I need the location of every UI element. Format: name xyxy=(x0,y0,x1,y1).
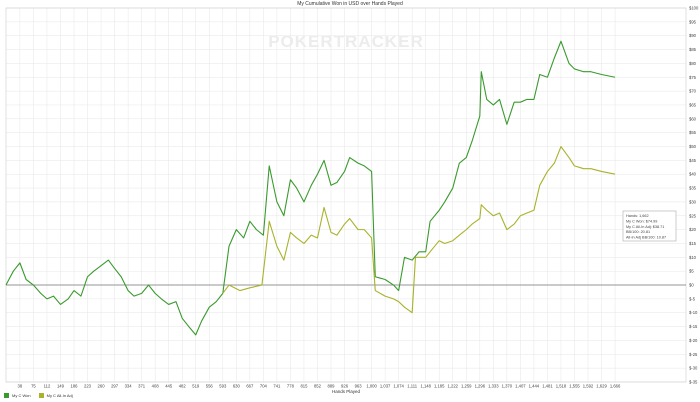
x-tick-label: 1,407 xyxy=(515,384,526,389)
x-tick-label: 1,333 xyxy=(488,384,499,389)
tooltip-box xyxy=(622,210,677,242)
y-tick-label: $55 xyxy=(689,130,697,135)
y-tick-label: $100 xyxy=(689,6,699,11)
legend-item-allin[interactable]: My C All-In Adj xyxy=(38,393,73,398)
legend: My C Won My C All-In Adj xyxy=(4,391,73,400)
legend-label-allin: My C All-In Adj xyxy=(46,393,73,398)
x-tick-label: 741 xyxy=(273,384,281,389)
y-tick-label: $35 xyxy=(689,186,697,191)
tooltip-line: My C Won: $74.99 xyxy=(626,219,657,223)
tooltip-line: BB/100: 20.81 xyxy=(626,230,650,234)
x-tick-label: 149 xyxy=(57,384,65,389)
tooltip-line: All-In Adj BB/100: 10.87 xyxy=(626,236,666,240)
x-tick-label: 297 xyxy=(111,384,119,389)
x-tick-label: 408 xyxy=(152,384,160,389)
x-tick-label: 482 xyxy=(179,384,187,389)
x-tick-label: 1,592 xyxy=(583,384,594,389)
watermark-layer: POKERTRACKER xyxy=(268,32,424,51)
x-tick-label: 1,518 xyxy=(556,384,567,389)
x-tick-label: 371 xyxy=(138,384,146,389)
y-tick-label: $-20 xyxy=(689,338,698,343)
x-tick-label: 1,629 xyxy=(596,384,607,389)
y-tick-label: $10 xyxy=(689,255,697,260)
x-tick-label: 1,000 xyxy=(366,384,377,389)
x-tick-label: 704 xyxy=(260,384,268,389)
x-tick-label: 1,037 xyxy=(380,384,391,389)
y-tick-label: $60 xyxy=(689,116,697,121)
series-layer xyxy=(5,40,616,336)
x-tick-label: 1,555 xyxy=(569,384,580,389)
x-tick-label: 186 xyxy=(71,384,79,389)
y-tick-label: $80 xyxy=(689,61,697,66)
y-tick-label: $0 xyxy=(689,283,694,288)
x-tick-label: 38 xyxy=(18,384,23,389)
x-tick-label: 556 xyxy=(206,384,214,389)
watermark-text: POKERTRACKER xyxy=(268,32,424,51)
y-tick-label: $70 xyxy=(689,89,697,94)
y-tick-label: $-25 xyxy=(689,352,698,357)
x-tick-label: 593 xyxy=(219,384,227,389)
tooltip-line: Hands: 1,662 xyxy=(626,214,649,218)
x-tick-label: 852 xyxy=(314,384,322,389)
x-tick-label: 1,111 xyxy=(407,384,418,389)
x-tick-label: 815 xyxy=(300,384,308,389)
y-tick-label: $90 xyxy=(689,33,697,38)
x-tick-label: 75 xyxy=(31,384,36,389)
y-tick-label: $15 xyxy=(689,241,697,246)
y-tick-label: $20 xyxy=(689,227,697,232)
x-tick-label: 260 xyxy=(98,384,106,389)
x-tick-label: 1,148 xyxy=(420,384,431,389)
y-tick-label: $50 xyxy=(689,144,697,149)
y-tick-label: $-5 xyxy=(689,296,696,301)
x-tick-label: 334 xyxy=(125,384,133,389)
x-tick-label: 1,481 xyxy=(542,384,553,389)
axis-layer: $-35 $-30 $-25 $-20 $-15 $-10 $-5 $0 $5 $10 $15 $20… xyxy=(5,6,699,394)
legend-item-won[interactable]: My C Won xyxy=(4,393,31,398)
x-tick-label: 519 xyxy=(192,384,200,389)
x-tick-label: 1,370 xyxy=(502,384,513,389)
y-tick-label: $25 xyxy=(689,213,697,218)
y-tick-label: $-15 xyxy=(689,324,698,329)
x-tick-label: 1,222 xyxy=(448,384,459,389)
x-tick-label: 778 xyxy=(287,384,295,389)
y-tick-label: $85 xyxy=(689,47,697,52)
x-tick-label: 963 xyxy=(355,384,363,389)
x-tick-label: 926 xyxy=(341,384,349,389)
x-tick-label: 1,296 xyxy=(475,384,486,389)
grid-layer xyxy=(6,7,686,383)
plot-border xyxy=(5,7,687,383)
y-tick-label: $-10 xyxy=(689,310,698,315)
legend-swatch-won xyxy=(4,393,9,398)
legend-swatch-allin xyxy=(38,393,44,398)
tooltip-line: My C All-In Adj: $38.71 xyxy=(626,225,664,229)
y-tick-label: $45 xyxy=(689,158,697,163)
x-tick-label: 112 xyxy=(44,384,51,389)
x-tick-label: 223 xyxy=(84,384,92,389)
x-tick-label: 1,259 xyxy=(461,384,472,389)
x-tick-label: 445 xyxy=(165,384,173,389)
y-tick-label: $40 xyxy=(689,172,697,177)
x-tick-label: 1,074 xyxy=(393,384,404,389)
legend-label-won: My C Won xyxy=(12,393,31,398)
y-tick-label: $95 xyxy=(689,19,697,24)
x-tick-label: 1,444 xyxy=(529,384,540,389)
y-tick-label: $5 xyxy=(689,269,694,274)
y-tick-label: $-30 xyxy=(689,366,698,371)
series-line-allin xyxy=(222,145,616,314)
y-tick-label: $75 xyxy=(689,75,697,80)
x-tick-label: 630 xyxy=(233,384,241,389)
x-tick-label: 1,666 xyxy=(610,384,621,389)
chart-title: My Cumulative Won in USD over Hands Play… xyxy=(297,1,403,7)
y-tick-label: $30 xyxy=(689,199,697,204)
x-tick-label: 667 xyxy=(246,384,254,389)
x-tick-label: 1,185 xyxy=(434,384,445,389)
series-line-won xyxy=(5,40,616,336)
y-tick-label: $65 xyxy=(689,102,697,107)
y-tick-label: $-35 xyxy=(689,380,698,385)
x-tick-label: 889 xyxy=(328,384,336,389)
x-axis-label: Hands Played xyxy=(332,389,361,394)
